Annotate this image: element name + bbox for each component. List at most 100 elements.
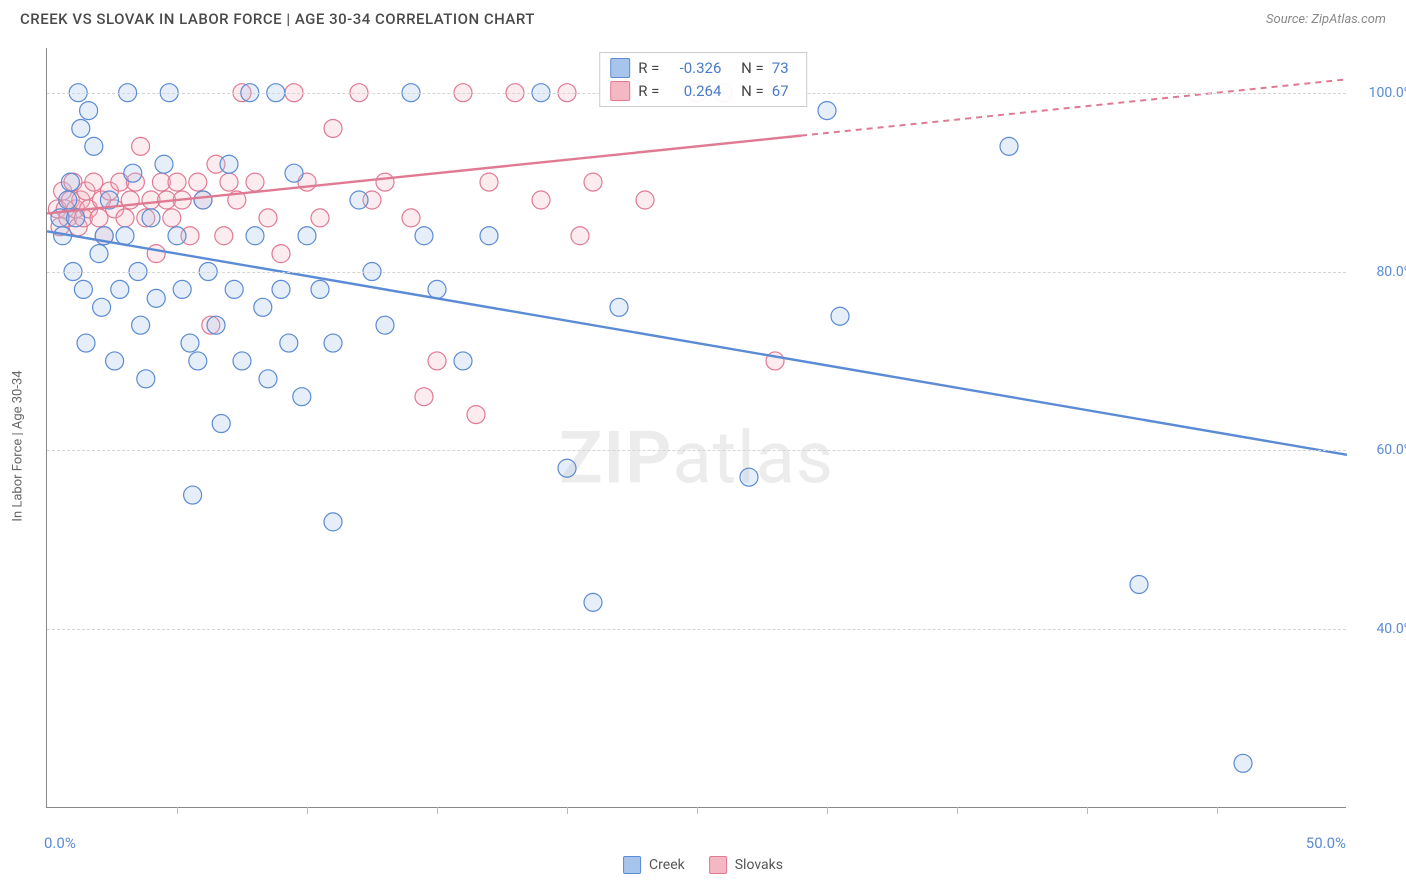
data-point	[90, 245, 108, 263]
data-point	[124, 164, 142, 182]
data-point	[207, 316, 225, 334]
data-point	[376, 173, 394, 191]
chart-header: CREEK VS SLOVAK IN LABOR FORCE | AGE 30-…	[0, 0, 1406, 36]
trend-line-extrapolated	[801, 79, 1347, 135]
stats-row-slovaks: R = 0.264 N = 67	[610, 80, 796, 103]
data-point	[189, 173, 207, 191]
data-point	[189, 352, 207, 370]
data-point	[415, 227, 433, 245]
data-point	[90, 209, 108, 227]
data-point	[280, 334, 298, 352]
data-point	[831, 307, 849, 325]
data-point	[220, 173, 238, 191]
stats-row-creek: R = -0.326 N = 73	[610, 57, 796, 80]
data-point	[818, 102, 836, 120]
data-point	[74, 280, 92, 298]
data-point	[147, 245, 165, 263]
data-point	[155, 155, 173, 173]
y-axis-title: In Labor Force | Age 30-34	[11, 370, 26, 521]
chart-title: CREEK VS SLOVAK IN LABOR FORCE | AGE 30-…	[20, 10, 535, 28]
data-point	[61, 173, 79, 191]
data-point	[298, 227, 316, 245]
r-prefix: R =	[638, 80, 659, 103]
data-point	[415, 388, 433, 406]
data-point	[184, 486, 202, 504]
data-point	[311, 209, 329, 227]
scatter-svg	[47, 48, 1346, 807]
data-point	[181, 334, 199, 352]
data-point	[80, 102, 98, 120]
data-point	[324, 513, 342, 531]
data-point	[77, 334, 95, 352]
data-point	[272, 280, 290, 298]
data-point	[220, 155, 238, 173]
data-point	[72, 119, 90, 137]
data-point	[116, 227, 134, 245]
source-attribution: Source: ZipAtlas.com	[1266, 12, 1386, 27]
data-point	[293, 388, 311, 406]
data-point	[106, 352, 124, 370]
data-point	[532, 191, 550, 209]
data-point	[93, 298, 111, 316]
data-point	[376, 316, 394, 334]
data-point	[324, 119, 342, 137]
data-point	[610, 298, 628, 316]
data-point	[194, 191, 212, 209]
data-point	[428, 352, 446, 370]
y-tick-label: 80.0%	[1376, 264, 1406, 280]
data-point	[480, 173, 498, 191]
data-point	[137, 370, 155, 388]
data-point	[85, 137, 103, 155]
data-point	[402, 209, 420, 227]
data-point	[584, 593, 602, 611]
data-point	[142, 209, 160, 227]
legend-label-slovaks: Slovaks	[735, 857, 783, 873]
data-point	[259, 370, 277, 388]
data-point	[246, 173, 264, 191]
stats-swatch-creek	[610, 58, 630, 78]
data-point	[1234, 754, 1252, 772]
data-point	[59, 191, 77, 209]
data-point	[480, 227, 498, 245]
data-point	[740, 468, 758, 486]
data-point	[558, 459, 576, 477]
data-point	[246, 227, 264, 245]
data-point	[1000, 137, 1018, 155]
data-point	[215, 227, 233, 245]
data-point	[225, 280, 243, 298]
data-point	[584, 173, 602, 191]
trend-line	[47, 231, 1347, 455]
data-point	[311, 280, 329, 298]
data-point	[467, 406, 485, 424]
data-point	[272, 245, 290, 263]
data-point	[116, 209, 134, 227]
legend-item-creek: Creek	[623, 856, 685, 874]
data-point	[111, 280, 129, 298]
data-point	[168, 173, 186, 191]
plot-area: ZIPatlas 40.0%60.0%80.0%100.0%	[46, 48, 1346, 808]
x-axis-min-label: 0.0%	[44, 834, 76, 852]
r-prefix: R =	[638, 57, 659, 80]
data-point	[1130, 575, 1148, 593]
data-point	[636, 191, 654, 209]
data-point	[173, 280, 191, 298]
correlation-stats-box: R = -0.326 N = 73 R = 0.264 N = 67	[599, 52, 807, 107]
n-value-creek: 73	[772, 57, 796, 80]
data-point	[163, 209, 181, 227]
data-point	[259, 209, 277, 227]
stats-swatch-slovaks	[610, 81, 630, 101]
legend: Creek Slovaks	[623, 856, 783, 874]
data-point	[454, 352, 472, 370]
legend-label-creek: Creek	[649, 857, 685, 873]
n-value-slovaks: 67	[772, 80, 796, 103]
legend-item-slovaks: Slovaks	[709, 856, 783, 874]
data-point	[168, 227, 186, 245]
r-value-creek: -0.326	[667, 57, 721, 80]
r-value-slovaks: 0.264	[667, 80, 721, 103]
n-prefix: N =	[741, 80, 764, 103]
data-point	[350, 191, 368, 209]
x-axis-max-label: 50.0%	[1306, 834, 1346, 852]
data-point	[233, 352, 251, 370]
data-point	[85, 173, 103, 191]
data-point	[428, 280, 446, 298]
